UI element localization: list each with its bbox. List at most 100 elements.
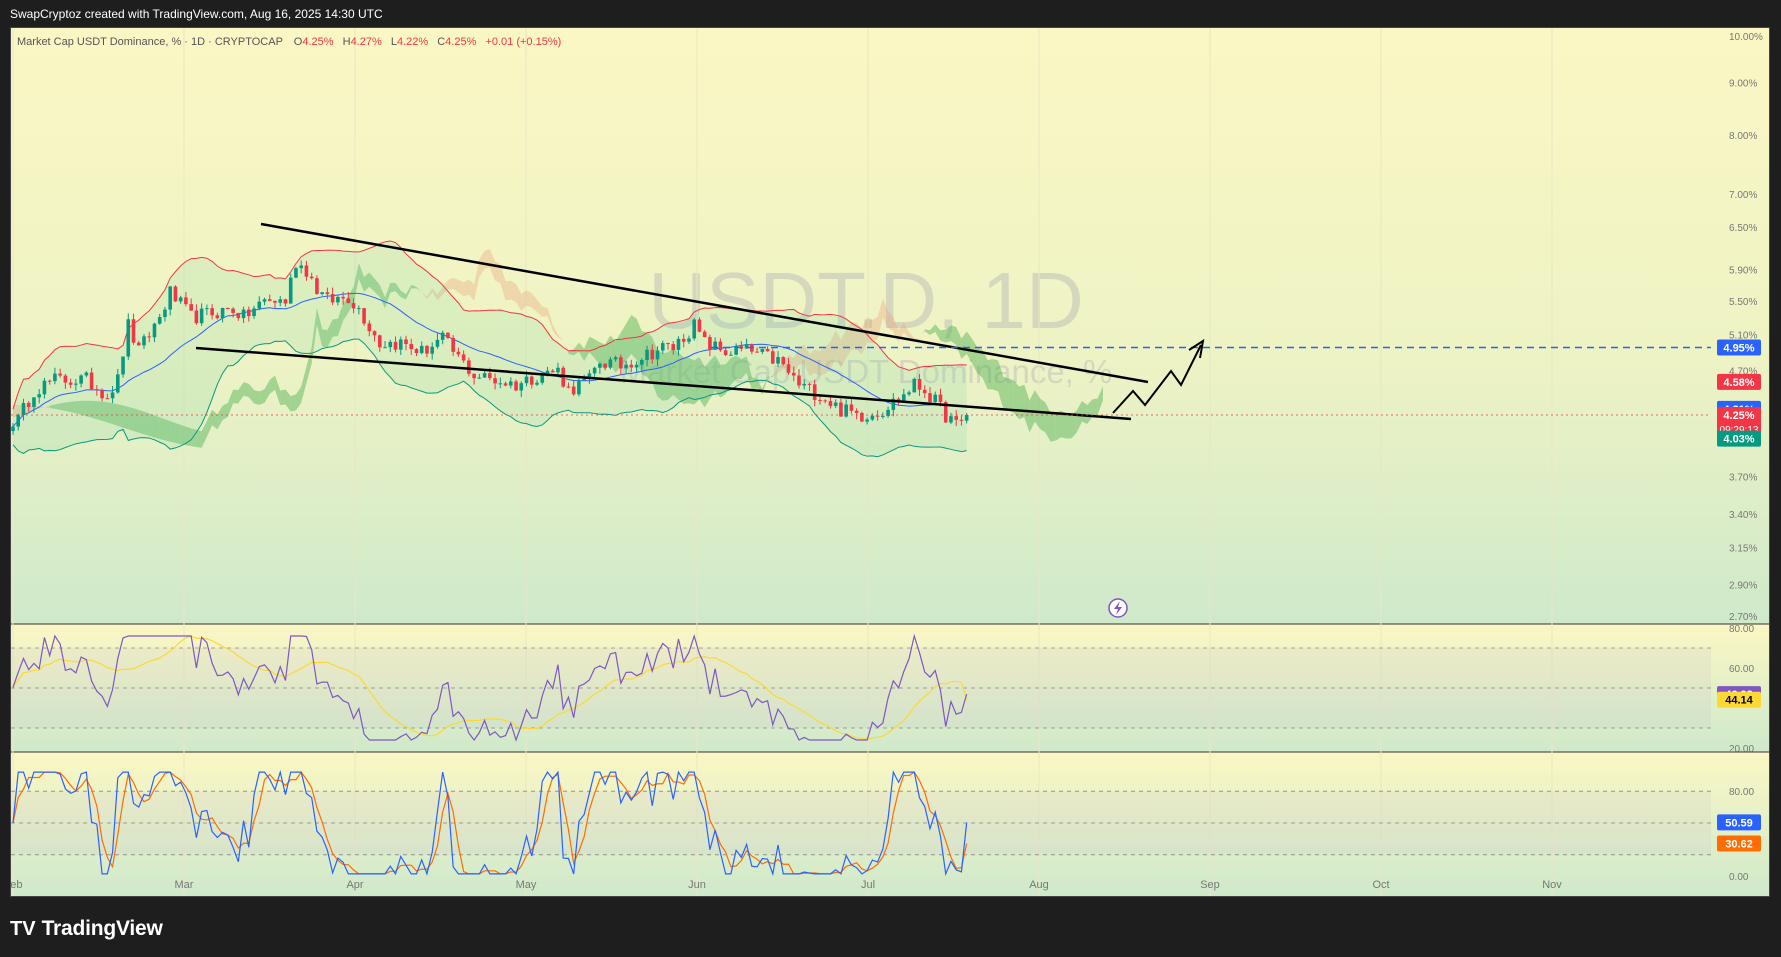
tradingview-brand[interactable]: TV TradingView (10, 914, 163, 944)
price-axis-label: 7.00% (1729, 190, 1757, 201)
candle (325, 287, 330, 300)
candle (812, 379, 817, 407)
ichimoku-cloud-bullish (159, 417, 165, 441)
candle (409, 338, 414, 355)
ichimoku-cloud-bearish (835, 330, 841, 368)
ichimoku-cloud-bullish (295, 386, 302, 411)
candle (304, 260, 309, 281)
candle (676, 336, 681, 356)
ichimoku-cloud-bullish (594, 339, 600, 365)
ichimoku-cloud-bearish (903, 322, 910, 339)
price-badge: 4.25% 09:29:13 (1717, 407, 1761, 438)
ichimoku-cloud-bullish (945, 325, 951, 343)
candle (514, 379, 518, 392)
price-axis-label: 5.90% (1729, 266, 1757, 277)
candle (199, 303, 204, 326)
candle (529, 375, 534, 389)
ichimoku-cloud-bullish (662, 352, 668, 401)
candle (309, 272, 314, 280)
candle (53, 367, 57, 385)
ichimoku-cloud-bearish (453, 277, 459, 293)
svg-text:4.03%: 4.03% (1723, 434, 1754, 446)
ichimoku-cloud-bearish (39, 406, 45, 409)
ichimoku-cloud-bearish (463, 279, 469, 297)
ichimoku-cloud-bearish (547, 307, 553, 331)
ichimoku-cloud-bullish (688, 357, 695, 405)
ichimoku-cloud-bullish (243, 382, 249, 398)
candle (472, 373, 476, 385)
chart-frame[interactable]: USDT.D, 1D Market Cap USDT Dominance, % … (10, 27, 1770, 897)
ichimoku-cloud-bullish (683, 357, 689, 405)
ichimoku-cloud-bearish (13, 404, 19, 418)
candle (184, 291, 188, 307)
candle (288, 273, 293, 304)
wedge-lower-trendline[interactable] (195, 346, 1132, 421)
ichimoku-cloud-bullish (987, 359, 993, 390)
ichimoku-cloud-bullish (217, 405, 223, 430)
candle (681, 333, 686, 348)
time-axis-label: May (516, 879, 537, 891)
trading-chart[interactable]: USDT.D, 1D Market Cap USDT Dominance, % … (11, 28, 1769, 896)
candle (404, 335, 408, 351)
ichimoku-cloud-bullish (1019, 384, 1025, 420)
candle (68, 378, 73, 389)
time-axis-label: Aug (1029, 879, 1049, 891)
candle (624, 360, 628, 375)
ichimoku-cloud-bearish (516, 284, 522, 311)
candle (378, 334, 382, 352)
wedge-upper-trendline[interactable] (260, 222, 1149, 384)
bollinger-fill (13, 240, 967, 457)
ichimoku-cloud-bullish (123, 405, 129, 430)
candle (16, 413, 21, 431)
ichimoku-cloud-bullish (60, 402, 66, 411)
candle (718, 338, 723, 352)
candle (220, 307, 225, 323)
price-badge: 4.03% (1717, 430, 1761, 447)
ichimoku-cloud-bullish (285, 389, 291, 412)
ichimoku-cloud-bullish (620, 323, 627, 367)
ichimoku-cloud-bearish (793, 348, 799, 373)
ichimoku-cloud-bearish (919, 329, 925, 340)
candle (194, 304, 199, 325)
candle (818, 396, 822, 405)
candle (393, 336, 398, 353)
candle (226, 307, 230, 309)
legend-close-label: C (437, 36, 445, 48)
ichimoku-cloud-bullish (1024, 384, 1030, 433)
stochastic-panel[interactable]: 80.00 0.00 50.59 30.62 (11, 769, 1761, 883)
ichimoku-cloud-bullish (322, 329, 328, 348)
svg-text:4.25%: 4.25% (1723, 410, 1754, 422)
ichimoku-cloud-bullish (1061, 410, 1067, 439)
time-axis-label: Nov (1542, 879, 1562, 891)
candle (147, 331, 152, 343)
candle (152, 322, 157, 343)
candle (755, 347, 759, 353)
ichimoku-cloud-bullish (741, 356, 747, 379)
ichimoku-cloud-bullish (935, 324, 941, 341)
ichimoku-cloud-bearish (526, 290, 532, 308)
candle (74, 379, 78, 391)
legend-symbol-name: Market Cap USDT Dominance, % · 1D · CRYP… (17, 36, 283, 48)
legend-high-label: H (343, 36, 351, 48)
ichimoku-cloud-bullish (275, 375, 281, 406)
ichimoku-cloud-bearish (468, 279, 475, 301)
ichimoku-cloud-bullish (573, 342, 579, 356)
ichimoku-cloud-bearish (557, 334, 564, 341)
ichimoku-cloud-bullish (311, 307, 317, 364)
ichimoku-cloud-bullish (395, 282, 401, 298)
ichimoku-cloud-bullish (233, 389, 239, 404)
oscillator-line-2 (12, 635, 968, 740)
ichimoku-cloud-bullish (730, 355, 737, 385)
candle (37, 389, 41, 404)
ichimoku-cloud-bullish (374, 278, 380, 298)
candle (786, 357, 791, 375)
candle (891, 393, 896, 417)
ichimoku-cloud-bullish (379, 284, 386, 309)
candle (341, 291, 345, 305)
ichimoku-cloud-bullish (96, 401, 103, 421)
oscillator-value-badge: 44.14 (1717, 691, 1761, 708)
projection-arrow[interactable] (1112, 344, 1202, 414)
ichimoku-cloud-bullish (201, 420, 207, 448)
lightning-icon[interactable] (1108, 598, 1128, 618)
